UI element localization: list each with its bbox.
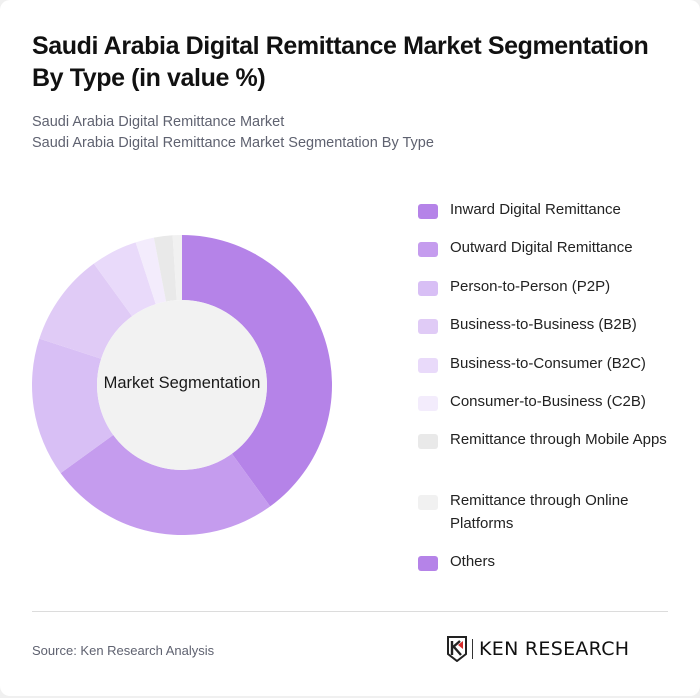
legend-label: Outward Digital Remittance bbox=[450, 239, 633, 256]
legend-swatch bbox=[418, 281, 438, 296]
legend-item: Others bbox=[418, 550, 678, 573]
legend-swatch bbox=[418, 495, 438, 510]
donut-segment bbox=[60, 434, 271, 535]
donut-segment bbox=[182, 235, 332, 507]
donut-segment bbox=[31, 338, 114, 474]
legend-label: Others bbox=[450, 553, 496, 570]
legend-item: Consumer-to-Business (C2B) bbox=[418, 390, 678, 413]
legend-swatch bbox=[418, 204, 438, 219]
ken-research-shield-icon bbox=[447, 636, 467, 662]
legend-swatch bbox=[418, 319, 438, 334]
legend-swatch bbox=[418, 396, 438, 411]
donut-segment bbox=[93, 242, 156, 317]
logo-text: KEN RESEARCH bbox=[479, 638, 630, 660]
donut-segment bbox=[172, 235, 182, 301]
legend-swatch bbox=[418, 358, 438, 373]
legend-item: Remittance through Mobile Apps bbox=[418, 428, 678, 451]
legend-swatch bbox=[418, 556, 438, 571]
legend-label: Remittance through Mobile Apps bbox=[450, 431, 667, 448]
legend-item: Remittance through Online Platforms bbox=[418, 489, 678, 535]
legend-item: Person-to-Person (P2P) bbox=[418, 275, 678, 298]
legend-label: Business-to-Consumer (B2C) bbox=[450, 355, 646, 372]
logo-separator bbox=[472, 639, 473, 659]
legend-label: Business-to-Business (B2B) bbox=[450, 316, 637, 333]
chart-title: Saudi Arabia Digital Remittance Market S… bbox=[32, 32, 649, 92]
donut-segment bbox=[135, 237, 167, 305]
donut-segment bbox=[153, 235, 177, 302]
chart-subtitle-market: Saudi Arabia Digital Remittance Market bbox=[32, 114, 285, 130]
ken-research-logo: KEN RESEARCH bbox=[447, 636, 629, 662]
legend-label: Remittance through Online Platforms bbox=[450, 492, 629, 532]
chart-subtitle-segmentation: Saudi Arabia Digital Remittance Market S… bbox=[32, 135, 434, 151]
legend-label: Person-to-Person (P2P) bbox=[450, 278, 611, 295]
legend-label: Inward Digital Remittance bbox=[450, 201, 621, 218]
legend-item: Outward Digital Remittance bbox=[418, 236, 678, 259]
donut-center-label: Market Segmentation bbox=[103, 374, 261, 392]
legend-swatch bbox=[418, 242, 438, 257]
legend-item: Business-to-Consumer (B2C) bbox=[418, 352, 678, 375]
legend-item: Inward Digital Remittance bbox=[418, 198, 678, 221]
donut-segment bbox=[39, 263, 133, 359]
legend-swatch bbox=[418, 434, 438, 449]
donut-center bbox=[97, 300, 267, 470]
donut-chart bbox=[31, 235, 332, 535]
legend-label: Consumer-to-Business (C2B) bbox=[450, 393, 646, 410]
footer-divider bbox=[32, 611, 668, 612]
source-note: Source: Ken Research Analysis bbox=[32, 643, 215, 658]
legend-item: Business-to-Business (B2B) bbox=[418, 313, 678, 336]
